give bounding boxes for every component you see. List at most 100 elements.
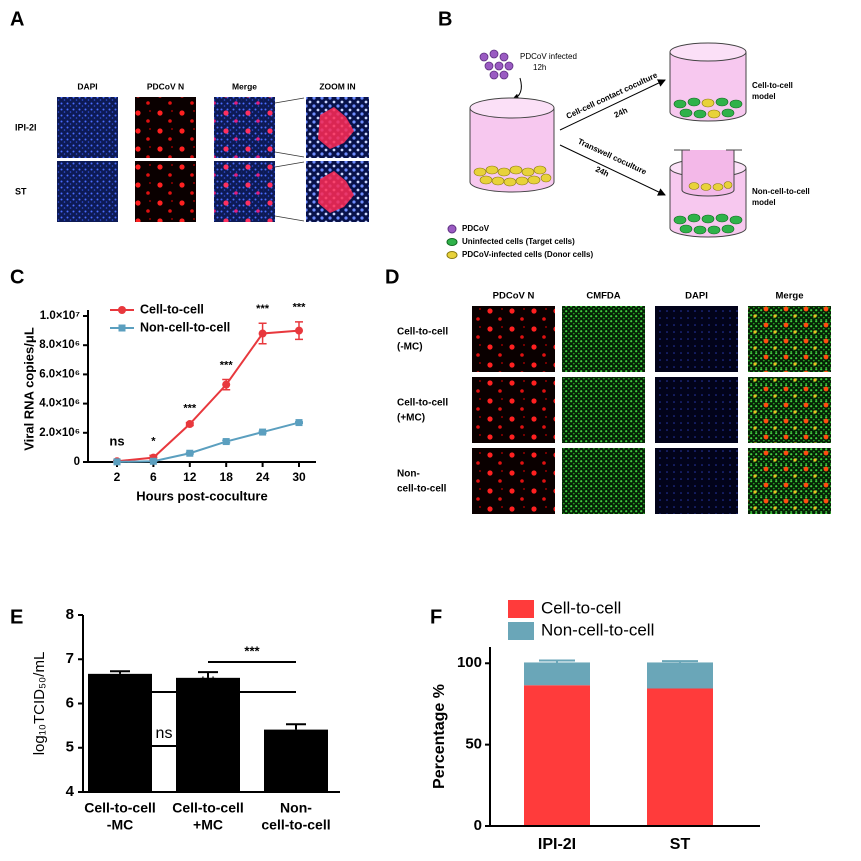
column-header: Merge [776, 291, 804, 302]
micrograph [472, 377, 555, 443]
x-axis-label: Hours post-coculture [136, 488, 267, 503]
x-tick-label: Cell-to-cell [172, 800, 244, 816]
micrograph [472, 448, 555, 514]
micrograph [748, 448, 831, 514]
micrograph [748, 377, 831, 443]
panel-label: C [10, 266, 24, 288]
y-tick-label: 7 [66, 650, 74, 667]
well-cell-to-cell [669, 42, 747, 122]
y-tick-label: 4.0×10⁶ [39, 398, 80, 410]
arrow [511, 77, 522, 102]
micrograph [562, 306, 645, 372]
point [258, 329, 267, 338]
arrow-label: Transwell coculture [576, 137, 648, 177]
significance: *** [244, 643, 260, 658]
bar-segment [647, 688, 713, 826]
significance: ns [109, 433, 124, 448]
point [295, 419, 303, 427]
y-tick-label: 6.0×10⁶ [39, 368, 80, 380]
row-label: (+MC) [397, 413, 425, 424]
error-bar [198, 671, 218, 678]
bar [88, 673, 152, 792]
model-label: Cell-to-cell [752, 81, 793, 90]
x-tick-label: Cell-to-cell [84, 800, 156, 816]
row-label: Non- [397, 469, 420, 480]
point [222, 380, 231, 389]
column-header: PDCoV N [147, 81, 184, 91]
legend-swatch [508, 600, 534, 618]
error-bar [110, 670, 130, 674]
micrograph [57, 97, 118, 158]
x-tick-label: IPI-2I [538, 836, 576, 853]
panel-label: E [10, 606, 23, 628]
significance: * [151, 435, 156, 447]
x-tick-label: -MC [107, 817, 133, 833]
zoom-line [274, 161, 305, 168]
arrow-time: 24h [613, 106, 629, 120]
y-tick-label: 0 [74, 456, 80, 468]
y-tick-label: 100 [457, 654, 482, 671]
y-tick-label: 1.0×10⁷ [40, 310, 80, 322]
micrograph [214, 97, 275, 158]
y-axis-label: log₁₀TCID₅₀/mL [31, 652, 48, 756]
micrograph [135, 161, 196, 222]
legend-marker [118, 324, 126, 332]
significance: *** [200, 673, 216, 688]
arrow-time: 24h [594, 165, 610, 179]
x-tick-label: ST [670, 836, 691, 853]
zoom-blob [318, 107, 354, 149]
y-tick-label: 8 [66, 606, 74, 623]
y-tick-label: 5 [66, 739, 74, 756]
legend-swatch [446, 238, 458, 246]
y-tick-label: 0 [474, 817, 482, 834]
row-label: Cell-to-cell [397, 398, 448, 409]
point [149, 457, 157, 465]
micrograph [135, 97, 196, 158]
row-label: IPI-2I [15, 122, 37, 132]
panel-label: B [438, 8, 452, 30]
legend-label: PDCoV-infected cells (Donor cells) [462, 250, 593, 259]
column-header: DAPI [685, 291, 708, 302]
row-label: ST [15, 186, 27, 196]
charts: C 0 2.0×10⁶ 4.0×10⁶ 6.0×10⁶ 8.0×10⁶ 1.0×10⁷ 2 6 1… [10, 266, 760, 853]
x-tick-label: +MC [193, 817, 223, 833]
micrograph [562, 377, 645, 443]
point [295, 326, 303, 335]
micrograph [655, 377, 738, 443]
column-header: ZOOM IN [319, 81, 355, 91]
well-transwell [669, 149, 747, 238]
y-axis-label: Viral RNA copies/μL [21, 327, 36, 451]
legend-swatch [508, 622, 534, 640]
bar-segment [647, 662, 713, 689]
y-tick-label: 50 [465, 736, 482, 753]
panel-label: D [385, 266, 399, 288]
y-tick-label: 6 [66, 694, 74, 711]
column-header: Merge [232, 81, 257, 91]
legend-marker [118, 306, 126, 314]
column-header: DAPI [77, 81, 97, 91]
micrograph [472, 306, 555, 372]
bar [176, 677, 240, 792]
point [259, 428, 267, 436]
model-label: model [752, 198, 776, 207]
x-tick-label: 6 [150, 470, 157, 484]
significance: *** [293, 302, 307, 314]
zoom-blob [318, 171, 354, 213]
significance: *** [183, 402, 197, 414]
legend-label: Cell-to-cell [140, 302, 204, 316]
arrow [559, 144, 666, 196]
significance: ns [156, 725, 173, 742]
x-tick-label: 30 [292, 470, 306, 484]
panel-d: D PDCoV N CMFDA DAPI Merge Cell-to-cell (-MC) C… [385, 266, 831, 514]
y-tick-label: 4 [66, 783, 75, 800]
point [222, 438, 230, 446]
x-tick-label: 12 [183, 470, 197, 484]
micrograph [214, 161, 275, 222]
error-bar [539, 659, 575, 663]
column-header: CMFDA [586, 291, 620, 302]
zoom-line [274, 151, 305, 158]
micrograph [562, 448, 645, 514]
micrograph [748, 306, 831, 372]
bar-segment [524, 662, 590, 686]
